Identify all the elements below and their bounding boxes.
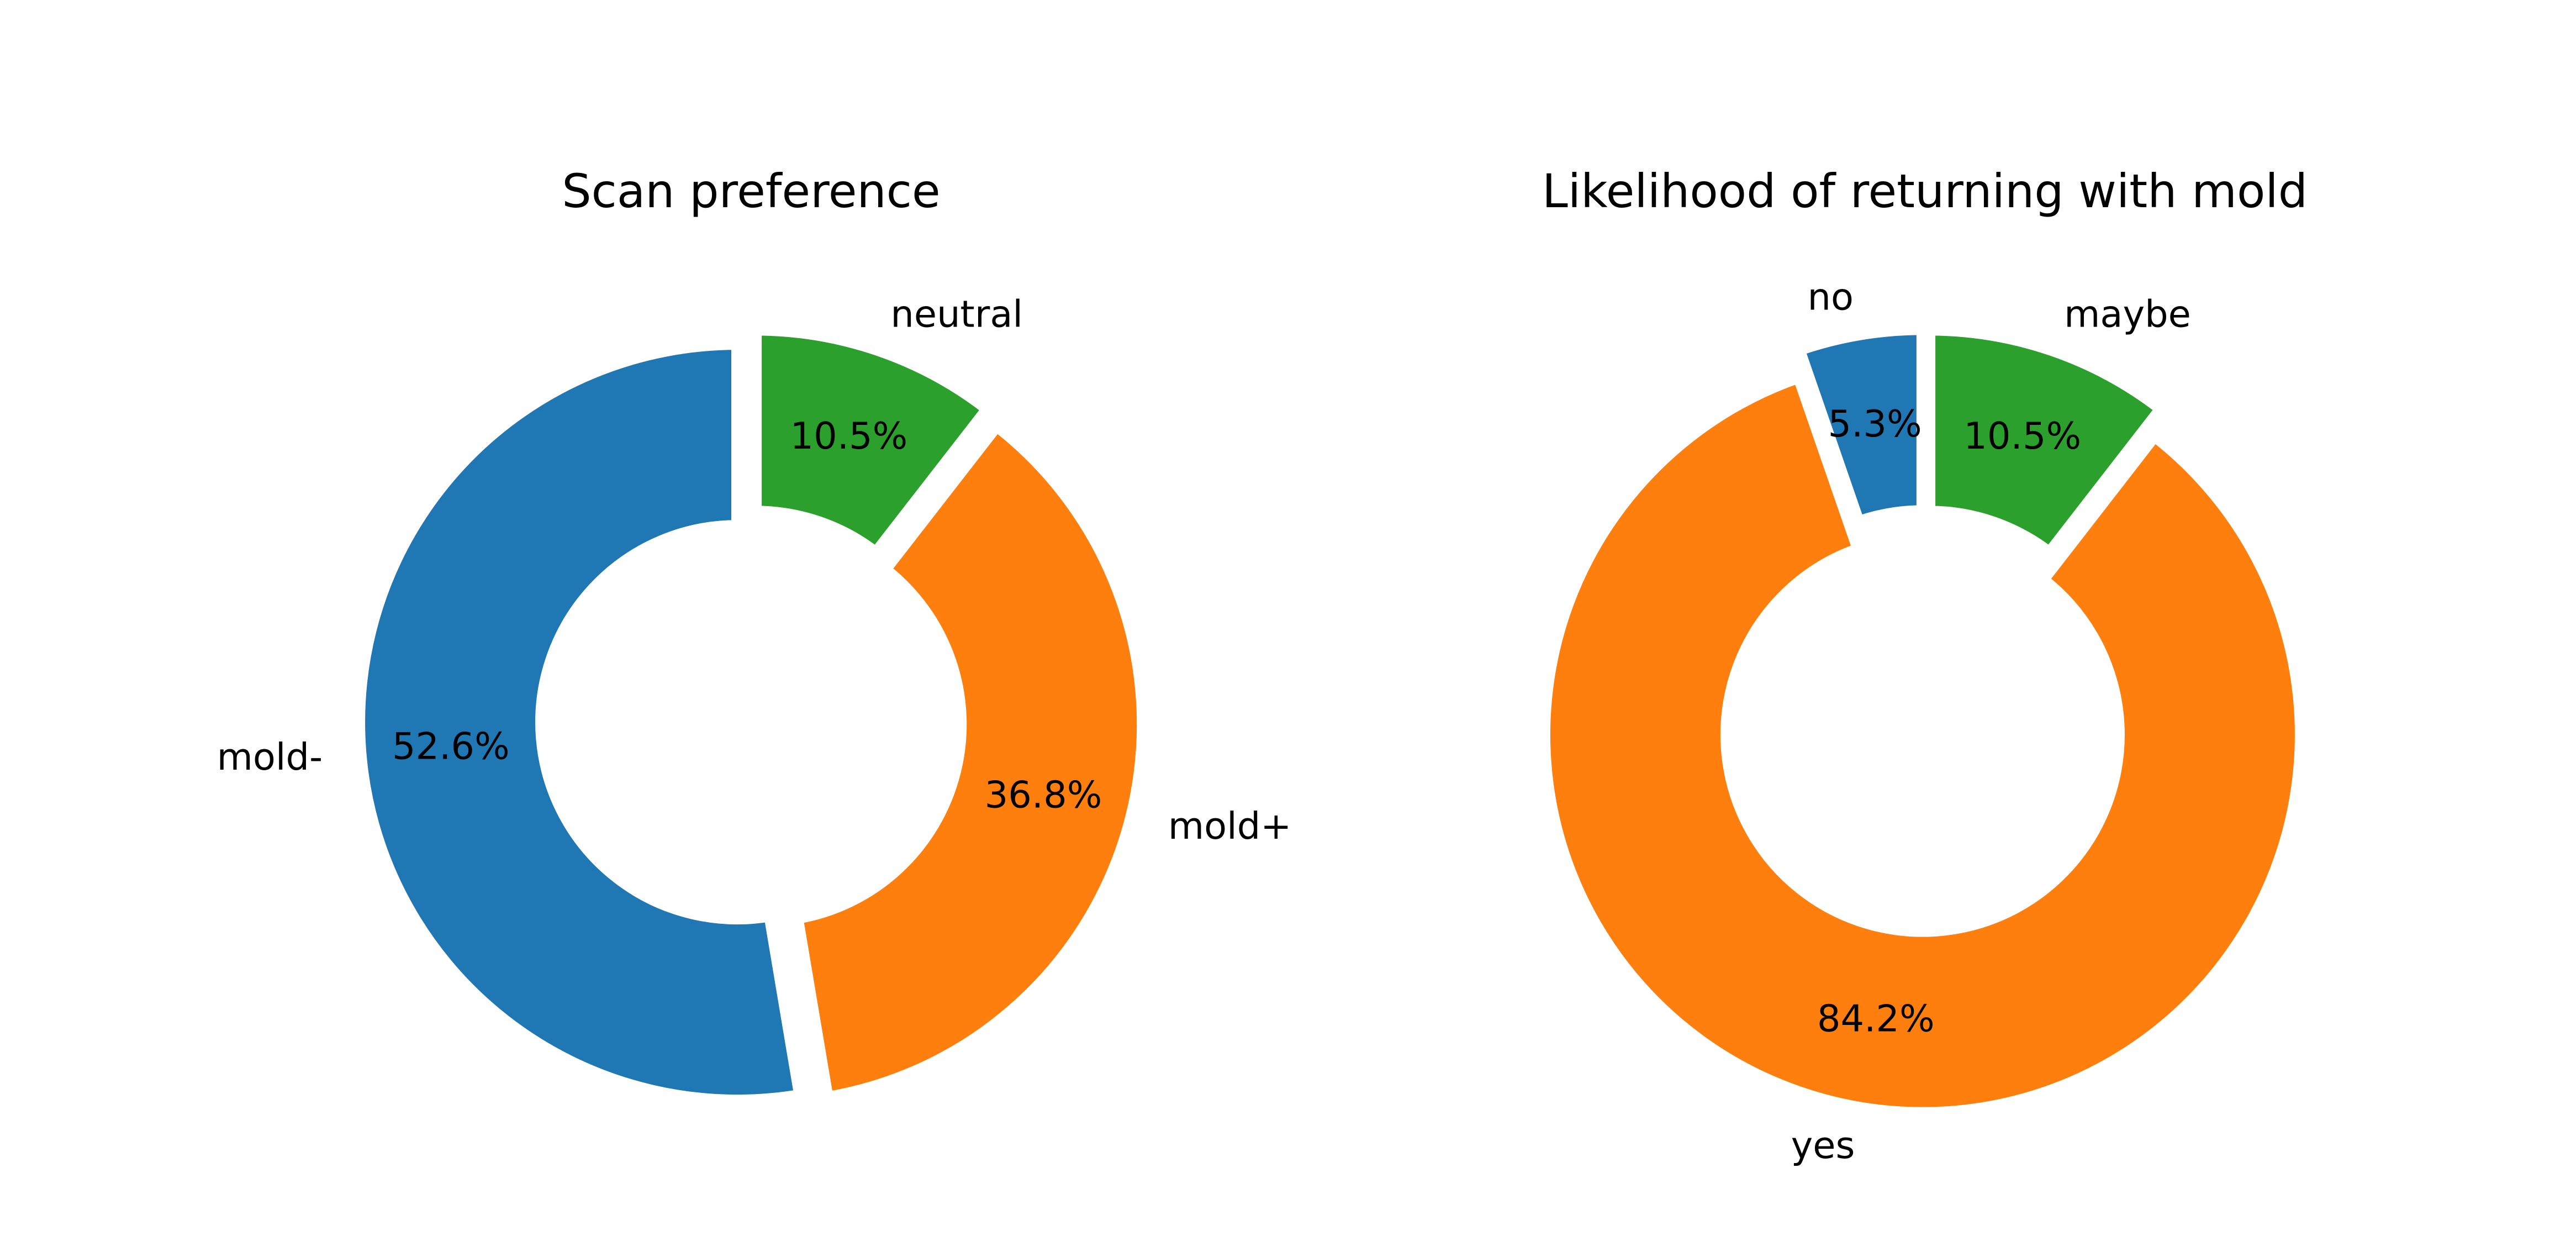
slice-label: maybe <box>2064 292 2191 335</box>
slice-label: no <box>1808 275 1854 318</box>
chart-title: Likelihood of returning with mold <box>1542 164 2308 218</box>
slice-percentage: 84.2% <box>1817 997 1935 1040</box>
likelihood-returning-chart: Likelihood of returning with mold no 5.3%… <box>1538 164 2308 1167</box>
slice-percentage: 52.6% <box>392 724 510 767</box>
slice-maybe <box>1923 323 2170 562</box>
slice-no <box>1791 323 1929 530</box>
slice-yes <box>1538 369 2307 1119</box>
slice-label: mold+ <box>1168 804 1292 848</box>
slice-mold-minus <box>353 338 807 1107</box>
slice-mold-plus <box>790 417 1149 1105</box>
slice-percentage: 5.3% <box>1828 402 1922 445</box>
slice-neutral <box>749 323 996 562</box>
slice-label: neutral <box>890 293 1023 336</box>
slice-label: yes <box>1791 1124 1855 1167</box>
slice-label: mold- <box>217 735 323 779</box>
slice-percentage: 10.5% <box>1963 414 2081 457</box>
slice-percentage: 36.8% <box>985 773 1102 816</box>
slice-percentage: 10.5% <box>790 414 907 457</box>
scan-preference-chart: Scan preference mold- 52.6% mold+ 36.8% neut… <box>217 164 1292 1107</box>
chart-title: Scan preference <box>562 164 940 218</box>
